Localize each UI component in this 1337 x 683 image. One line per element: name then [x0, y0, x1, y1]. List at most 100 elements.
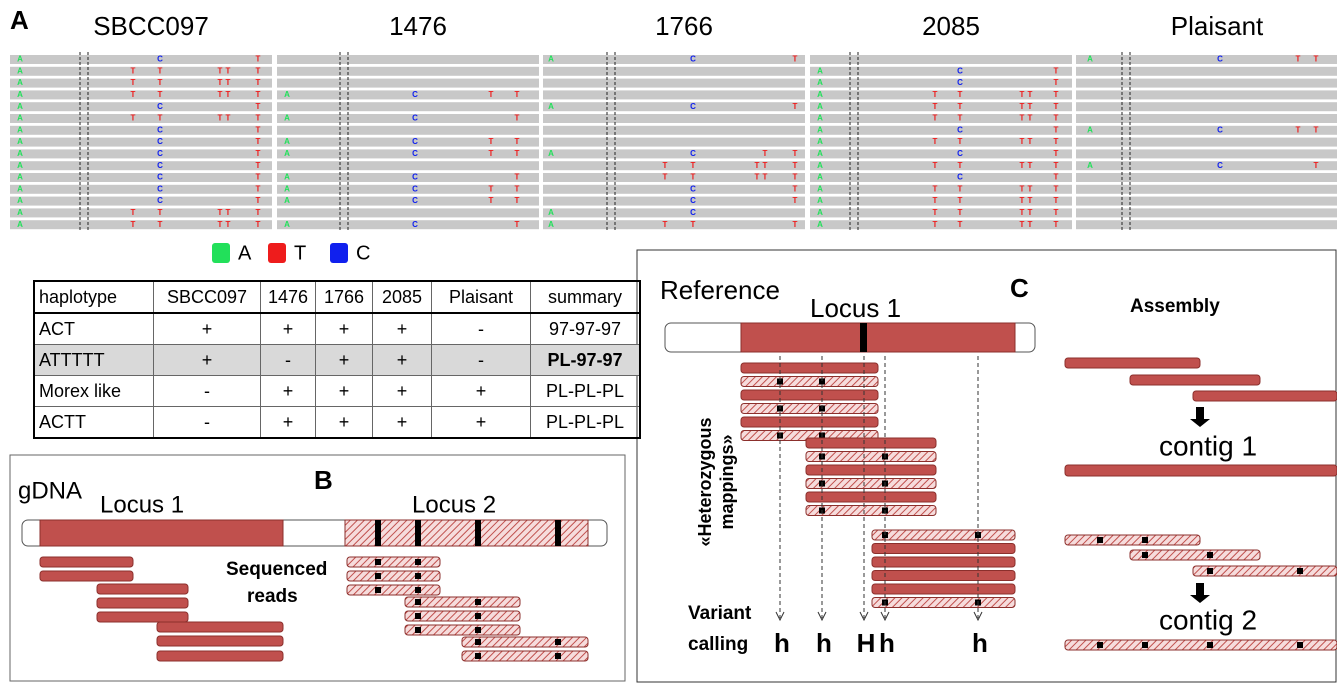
base: T — [489, 90, 494, 99]
read — [10, 173, 272, 182]
table-cell: ACT — [34, 313, 154, 345]
base: T — [158, 78, 163, 87]
base: C — [157, 125, 163, 134]
read — [277, 126, 539, 135]
legend-swatch — [330, 243, 348, 263]
read — [157, 622, 283, 632]
read — [1130, 375, 1260, 385]
base: T — [958, 114, 963, 123]
base: T — [793, 184, 798, 193]
base: C — [157, 149, 163, 158]
base: C — [957, 125, 963, 134]
read — [10, 149, 272, 158]
read — [157, 636, 283, 646]
read — [347, 585, 440, 595]
base: A — [817, 137, 823, 146]
base: A — [17, 125, 23, 134]
contig: contig 1 — [1159, 430, 1257, 461]
base: T — [256, 220, 261, 229]
read — [1076, 138, 1337, 147]
legend-label: A — [238, 242, 252, 264]
table-cell: ACTT — [34, 407, 154, 439]
read — [405, 597, 520, 607]
variant-mark — [1097, 642, 1103, 648]
variant-mark — [555, 520, 561, 546]
base: A — [17, 220, 23, 229]
base: C — [412, 196, 418, 205]
base: T — [1020, 208, 1025, 217]
read — [1076, 79, 1337, 88]
read — [872, 598, 1015, 608]
base: A — [817, 78, 823, 87]
panel-label: C — [1010, 273, 1029, 303]
read — [810, 197, 1072, 206]
base: T — [158, 114, 163, 123]
read — [277, 173, 539, 182]
base: T — [256, 137, 261, 146]
base: C — [690, 196, 696, 205]
base: T — [1054, 102, 1059, 111]
read — [277, 220, 539, 229]
variant-mark — [415, 599, 421, 605]
base: T — [1020, 102, 1025, 111]
base: T — [1020, 184, 1025, 193]
table-cell: - — [432, 345, 531, 376]
read — [1076, 102, 1337, 111]
table-cell: + — [154, 313, 261, 345]
variant-mark — [415, 613, 421, 619]
base: T — [256, 78, 261, 87]
base: T — [691, 161, 696, 170]
base: T — [256, 173, 261, 182]
table-cell: SBCC097 — [154, 281, 261, 313]
base: T — [1054, 78, 1059, 87]
locus-label: Locus 1 — [100, 491, 184, 518]
table-row: Morex like-++++PL-PL-PL — [34, 376, 640, 407]
base: T — [1028, 196, 1033, 205]
base: A — [17, 114, 23, 123]
base: A — [17, 149, 23, 158]
base: T — [489, 149, 494, 158]
table-cell: ATTTTT — [34, 345, 154, 376]
base: T — [158, 90, 163, 99]
base: T — [131, 220, 136, 229]
variant-mark — [475, 520, 481, 546]
variant-mark — [475, 627, 481, 633]
table-cell: + — [316, 376, 373, 407]
read — [810, 185, 1072, 194]
table-cell: Plaisant — [432, 281, 531, 313]
read — [10, 138, 272, 147]
base: T — [763, 149, 768, 158]
gdna: gDNA — [18, 477, 82, 504]
table-cell: + — [261, 407, 316, 439]
base: A — [284, 220, 290, 229]
legend-swatch — [268, 243, 286, 263]
read — [872, 544, 1015, 554]
sample-title: Plaisant — [1171, 11, 1264, 41]
read — [810, 138, 1072, 147]
table-cell: - — [261, 345, 316, 376]
base: T — [958, 90, 963, 99]
base: T — [958, 220, 963, 229]
variant-mark — [375, 559, 381, 565]
read — [10, 161, 272, 170]
read — [277, 138, 539, 147]
variant-mark — [475, 613, 481, 619]
read — [157, 651, 283, 661]
read — [347, 571, 440, 581]
base: T — [1054, 220, 1059, 229]
base: T — [256, 125, 261, 134]
arrow — [1190, 583, 1210, 603]
read — [97, 598, 188, 608]
base: T — [1020, 90, 1025, 99]
arrow — [1190, 407, 1210, 427]
read — [1076, 149, 1337, 158]
table-cell: haplotype — [34, 281, 154, 313]
read — [1193, 391, 1337, 401]
base: A — [1087, 55, 1093, 64]
base: C — [1217, 125, 1223, 134]
base: T — [218, 208, 223, 217]
base: A — [17, 184, 23, 193]
read — [810, 102, 1072, 111]
read — [872, 584, 1015, 594]
read — [543, 102, 805, 111]
